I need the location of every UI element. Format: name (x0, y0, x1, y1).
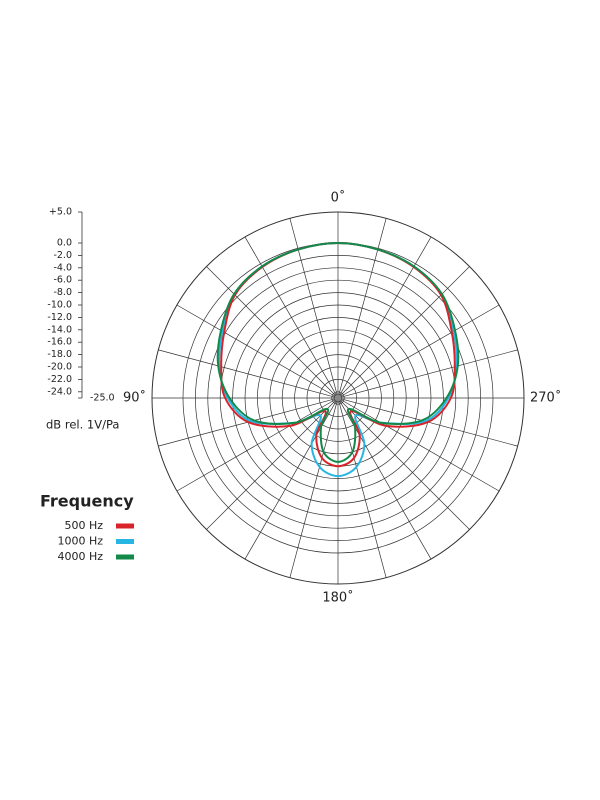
grid-spoke (341, 349, 518, 398)
angle-label: 180˚ (322, 590, 353, 606)
r-tick-label: -6.0 (53, 275, 72, 286)
grid-spoke (339, 236, 432, 395)
r-tick-label: -10.0 (47, 300, 72, 311)
series-curve (216, 241, 460, 463)
grid-spoke (341, 399, 500, 492)
legend-label: 1000 Hz (57, 535, 103, 548)
legend-title: Frequency (40, 492, 134, 511)
grid-spoke (340, 266, 470, 396)
grid-spoke (341, 304, 500, 397)
grid-spoke (340, 400, 470, 530)
r-tick-label: -25.0 (90, 393, 115, 404)
series-curve (220, 241, 456, 468)
grid-spoke (338, 218, 387, 395)
angle-label: 270˚ (530, 390, 561, 406)
grid-spoke (206, 400, 336, 530)
grid-spoke (244, 236, 337, 395)
r-tick-label: -18.0 (47, 349, 72, 360)
r-tick-label: -22.0 (47, 374, 72, 385)
r-tick-label: -16.0 (47, 337, 72, 348)
legend-label: 500 Hz (64, 519, 103, 532)
legend-swatch (116, 539, 134, 544)
legend-label: 4000 Hz (57, 550, 103, 563)
grid-spoke (338, 401, 387, 578)
r-tick-label: -2.0 (53, 250, 72, 261)
legend-swatch (116, 554, 134, 560)
center-hub (333, 393, 343, 403)
grid-spoke (289, 401, 338, 578)
grid-spoke (341, 398, 518, 447)
grid-spoke (289, 218, 338, 395)
grid-spoke (158, 398, 335, 447)
r-axis-label: dB rel. 1V/Pa (46, 418, 119, 432)
grid-spoke (158, 349, 335, 398)
r-tick-label: -14.0 (47, 324, 72, 335)
r-tick-label: -4.0 (53, 262, 72, 273)
angle-label: 0˚ (331, 190, 346, 206)
r-tick-label: -8.0 (53, 287, 72, 298)
r-tick-label: -12.0 (47, 312, 72, 323)
grid-spoke (206, 266, 336, 396)
angle-label: 90˚ (123, 390, 146, 406)
r-tick-label: -24.0 (47, 386, 72, 397)
series-curve (218, 241, 458, 478)
legend-swatch (116, 523, 134, 529)
r-tick-label: -20.0 (47, 362, 72, 373)
grid-spoke (176, 399, 335, 492)
grid-spoke (176, 304, 335, 397)
r-tick-label: 0.0 (57, 238, 72, 249)
r-tick-label: +5.0 (49, 207, 72, 218)
